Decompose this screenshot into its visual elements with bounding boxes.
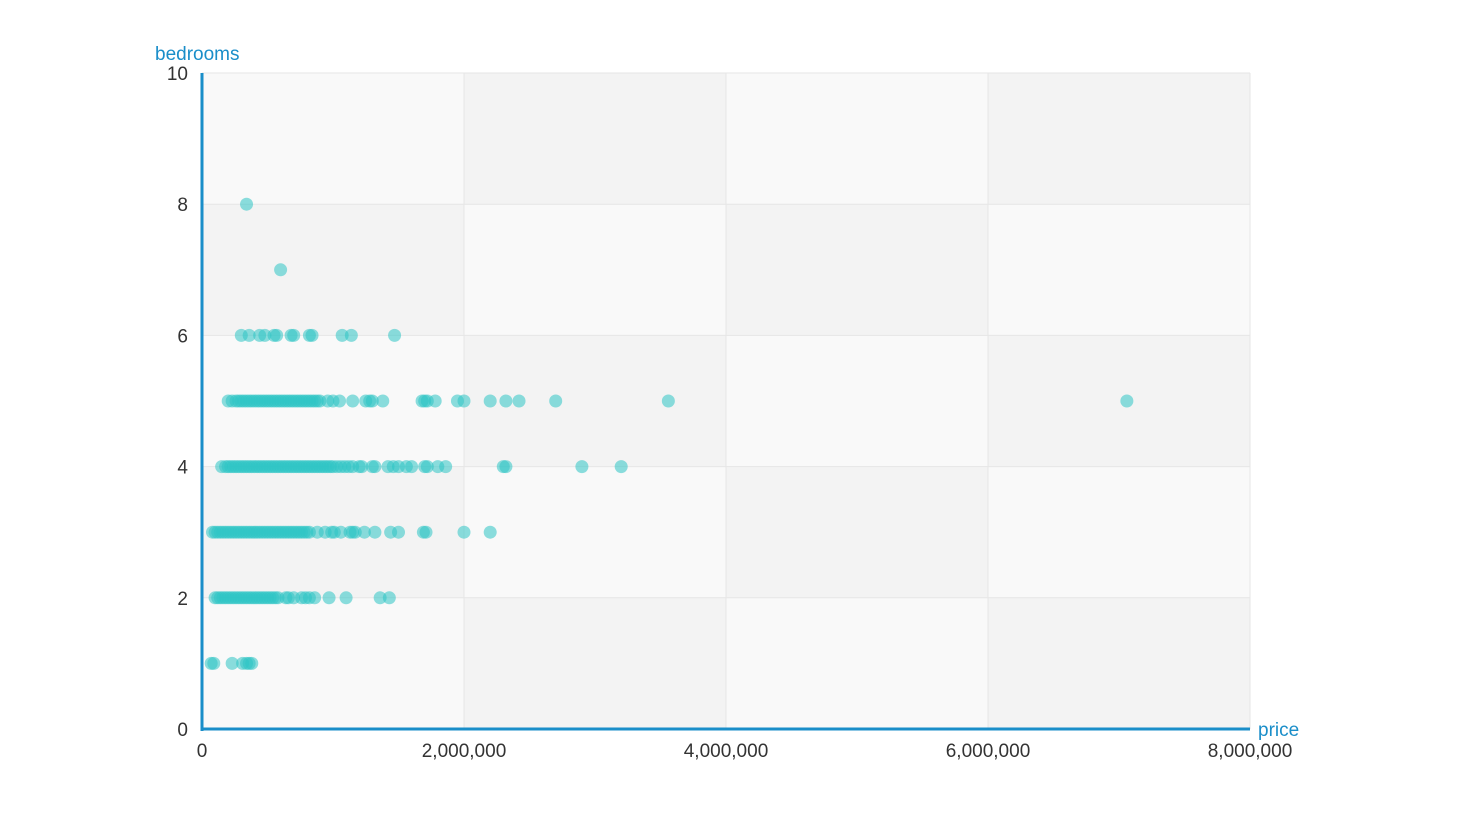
data-point <box>388 328 402 342</box>
data-point <box>258 328 272 342</box>
data-point <box>333 394 347 408</box>
data-point <box>499 460 513 474</box>
data-point <box>376 394 390 408</box>
x-axis-title: price <box>1258 720 1299 741</box>
y-tick-label: 4 <box>177 458 188 479</box>
data-point <box>483 525 497 539</box>
data-points <box>204 197 1134 670</box>
data-point <box>274 263 288 277</box>
data-point <box>373 591 387 605</box>
background-band <box>988 73 1250 205</box>
background-band <box>464 466 726 598</box>
background-band <box>726 73 988 205</box>
data-point <box>439 460 453 474</box>
axes <box>200 73 1250 731</box>
data-point <box>420 460 434 474</box>
background-band <box>464 597 726 729</box>
background-band <box>726 597 988 729</box>
data-point <box>382 591 396 605</box>
data-point <box>614 460 628 474</box>
data-point <box>344 328 358 342</box>
data-point <box>287 328 301 342</box>
data-point <box>270 328 284 342</box>
background-band <box>988 597 1250 729</box>
data-point <box>512 394 526 408</box>
y-tick-label: 6 <box>177 326 188 347</box>
x-tick-label: 8,000,000 <box>1208 741 1293 762</box>
data-point <box>368 525 382 539</box>
data-point <box>365 394 379 408</box>
background-band <box>726 204 988 336</box>
data-point <box>207 656 221 670</box>
y-tick-label: 0 <box>177 720 188 741</box>
x-tick-label: 4,000,000 <box>684 741 769 762</box>
background-band <box>726 466 988 598</box>
data-point <box>661 394 675 408</box>
data-point <box>1120 394 1134 408</box>
x-tick-label: 0 <box>197 741 208 762</box>
data-point <box>225 656 239 670</box>
background-band <box>202 73 464 205</box>
data-point <box>242 328 256 342</box>
x-tick-label: 2,000,000 <box>422 741 507 762</box>
data-point <box>357 525 371 539</box>
data-point <box>339 591 353 605</box>
data-point <box>499 394 513 408</box>
data-point <box>457 394 471 408</box>
data-point <box>334 525 348 539</box>
y-tick-label: 10 <box>167 64 188 85</box>
data-point <box>335 328 349 342</box>
data-point <box>575 460 589 474</box>
data-point <box>346 394 360 408</box>
background-band <box>988 335 1250 467</box>
background-band <box>464 73 726 205</box>
data-point <box>240 197 254 211</box>
data-point <box>368 460 382 474</box>
data-point <box>308 591 322 605</box>
data-point <box>245 656 259 670</box>
tick-labels: 0 2,000,000 4,000,000 6,000,000 8,000,000 0 2 4… <box>167 64 1292 762</box>
y-axis-title: bedrooms <box>155 44 240 65</box>
data-point <box>457 525 471 539</box>
data-point <box>405 460 419 474</box>
data-point <box>322 591 336 605</box>
data-point <box>419 525 433 539</box>
data-point <box>305 328 319 342</box>
background-band <box>202 204 464 336</box>
data-point <box>428 394 442 408</box>
background-band <box>988 466 1250 598</box>
background-band <box>988 204 1250 336</box>
background-band <box>726 335 988 467</box>
background-band <box>464 204 726 336</box>
x-tick-label: 6,000,000 <box>946 741 1031 762</box>
data-point <box>549 394 563 408</box>
data-point <box>483 394 497 408</box>
data-point <box>355 460 369 474</box>
y-tick-label: 8 <box>177 195 188 216</box>
data-point <box>348 525 362 539</box>
y-tick-label: 2 <box>177 589 188 610</box>
data-point <box>392 525 405 539</box>
background-bands <box>202 73 1250 729</box>
